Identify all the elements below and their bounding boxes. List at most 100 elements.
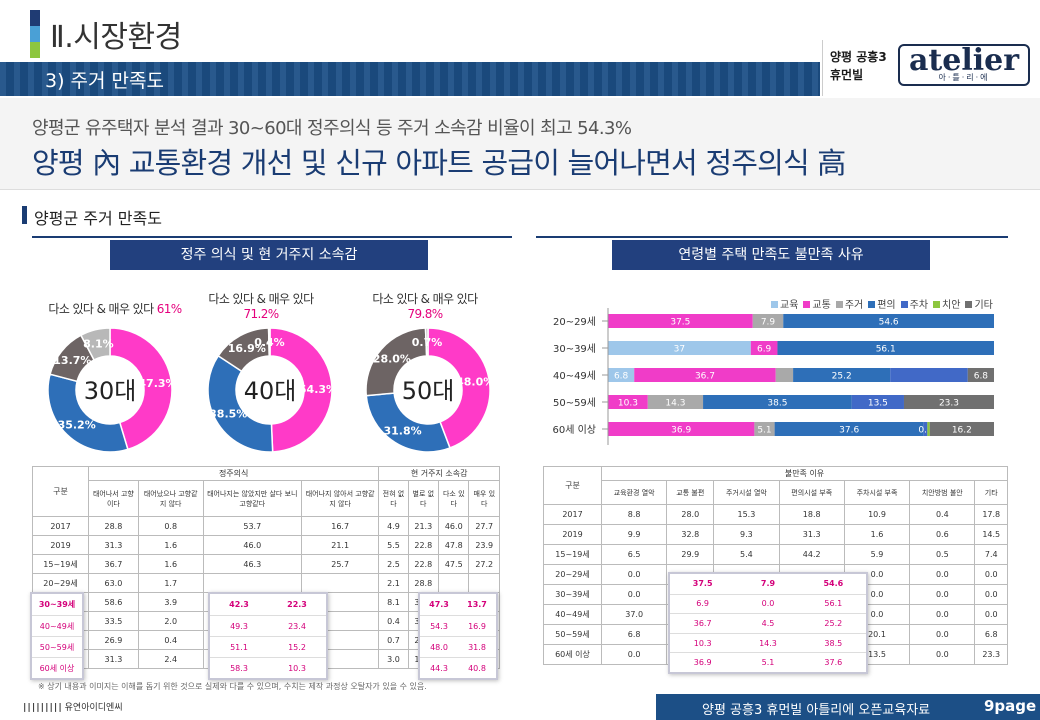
bar-segment-label: 6.8 [614,372,629,382]
highlight-cell: 37.5 [692,579,713,589]
legend-label: 교통 [812,300,831,311]
highlight-row: 44.3 40.8 [420,657,496,678]
table-cell: 31.3 [778,524,845,545]
table-cell: 0.0 [909,564,976,585]
highlight-row: 49.3 23.4 [210,615,326,636]
highlight-row: 47.3 13.7 [420,594,496,615]
bar-segment-label: 6.8 [974,372,989,382]
table-cell: 31.3 [88,535,139,555]
table-cell: 30~39세 [543,584,602,605]
table-cell: 3.0 [378,649,409,669]
donut-slice-4 [267,327,271,357]
footer-company: ||||||||| 유연아이디엔씨 [22,703,123,713]
table-cell: 22.8 [407,554,440,574]
legend-swatch [771,301,778,308]
donut-slice-4 [424,327,429,357]
subtitle-band [0,62,820,96]
table-group-header: 불만족 이유 [601,466,1008,481]
table-cell: 46.0 [438,516,470,536]
table-cell: 44.2 [778,544,845,565]
table-row: 2019 31.3 1.6 46.0 21.1 5.5 22.8 47.8 23.9 [32,535,500,555]
bar-segment-label: 36.9 [671,426,691,436]
table-cell: 0.7 [378,630,409,650]
table-cell: 28.0 [666,504,715,525]
bar-segment-label: 14.3 [665,399,685,409]
table-cell: 47.5 [438,554,470,574]
table-cell: 14.5 [974,524,1008,545]
table-cell: 2.1 [378,573,409,593]
headline-line1: 양평군 유주택자 분석 결과 30~60대 정주의식 등 주거 소속감 비율이 … [32,118,632,139]
table-cell [468,573,500,593]
bar-segment [703,395,852,409]
donut-chart-30: 47.3% 35.2% 13.7% 8.1% 30대 [47,327,177,453]
table-cell: 36.7 [88,554,139,574]
table-cell: 40~49세 [543,604,602,625]
table-cell: 20~29세 [32,573,89,593]
table-corner: 구분 [32,466,89,517]
bar-segment [647,395,704,409]
highlight-cell: 49.3 [230,621,248,631]
table-cell: 28.8 [407,573,440,593]
legend-label: 주차 [909,300,929,311]
table-cell: 0.0 [600,564,668,585]
bar-segment [851,395,904,409]
highlight-row: 50~59세 [32,636,82,657]
donut-caption-50: 다소 있다 & 매우 있다 79.8% [372,292,478,321]
highlight-row: 54.3 16.9 [420,615,496,636]
donut-slice-label: 0.4% [254,336,285,349]
table-cell: 10.9 [843,504,911,525]
table-cell: 50~59세 [543,624,602,645]
bar-category-label: 40~49세 [553,370,596,382]
table-cell: 23.3 [974,644,1008,665]
left-highlight-right: 47.3 13.7 54.3 16.9 48.0 31.8 44.3 40.8 [418,592,498,680]
table-cell: 31.3 [88,649,139,669]
table-cell: 0.0 [600,584,668,605]
table-column-header: 다소 있다 [438,480,470,517]
legend-label: 주거 [844,300,864,311]
legend-label: 교육 [780,300,799,311]
table-header-row: 교육환경 열악 교통 불편 주거시설 열악 편의시설 부족 주차시설 부족 치안방범 불안… [544,480,1008,505]
table-column-header: 태어나서 고향이다 [88,480,139,517]
highlight-cell: 48.0 [430,642,448,652]
table-cell: 47.8 [438,535,470,555]
table-cell: 6.8 [600,624,668,645]
chart-label-marker [22,206,27,224]
highlight-cell: 14.3 [759,638,777,648]
bar-segment [752,314,784,328]
bar-segment [608,395,648,409]
left-highlight-labels: 30~39세 40~49세 50~59세 60세 이상 [30,592,84,680]
title-accent [30,10,40,58]
brand-line2: 휴먼빌 [830,68,864,82]
legend-label: 기타 [974,300,993,311]
bar-segment [783,314,994,328]
bar-segment-label: 37.5 [670,318,690,328]
table-cell: 2.5 [378,554,409,574]
table-cell: 3.9 [137,592,204,612]
table-header-row: 태어나서 고향이다 태어났으나 고향같지 않다 태어나지는 않았지만 살다 보니 고… [33,480,500,517]
table-column-header: 별로 없다 [407,480,440,517]
highlight-cell: 4.5 [761,618,775,628]
bar-segment [608,422,755,436]
bar-segment-label: 6.9 [757,345,772,355]
highlight-cell: 36.7 [693,618,712,628]
bar-segment-label: 36.7 [695,372,715,382]
chart-label: 양평군 주거 만족도 [34,209,162,228]
table-cell: 37.0 [600,604,668,625]
highlight-cell: 6.9 [696,599,710,609]
bar-segment-label: 38.5 [767,399,787,409]
highlight-row: 51.1 15.2 [210,636,326,657]
left-panel-title: 정주 의식 및 현 거주지 소속감 [110,240,428,270]
bar-segment-label: 13.5 [868,399,888,409]
legend-label: 치안 [942,300,961,311]
table-cell: 1.7 [137,573,204,593]
legend-swatch [835,301,843,308]
bar-segment [608,341,751,355]
table-column-header: 주거시설 열악 [713,480,780,505]
table-cell: 23.9 [468,535,500,555]
bar-segment-label: 23.3 [939,399,959,409]
table-column-header: 기타 [974,480,1008,505]
highlight-cell: 60세 이상 [39,663,75,673]
highlight-cell: 16.9 [468,621,486,631]
highlight-cell: 31.8 [468,642,486,652]
bar-segment-label: 10.3 [618,399,638,409]
